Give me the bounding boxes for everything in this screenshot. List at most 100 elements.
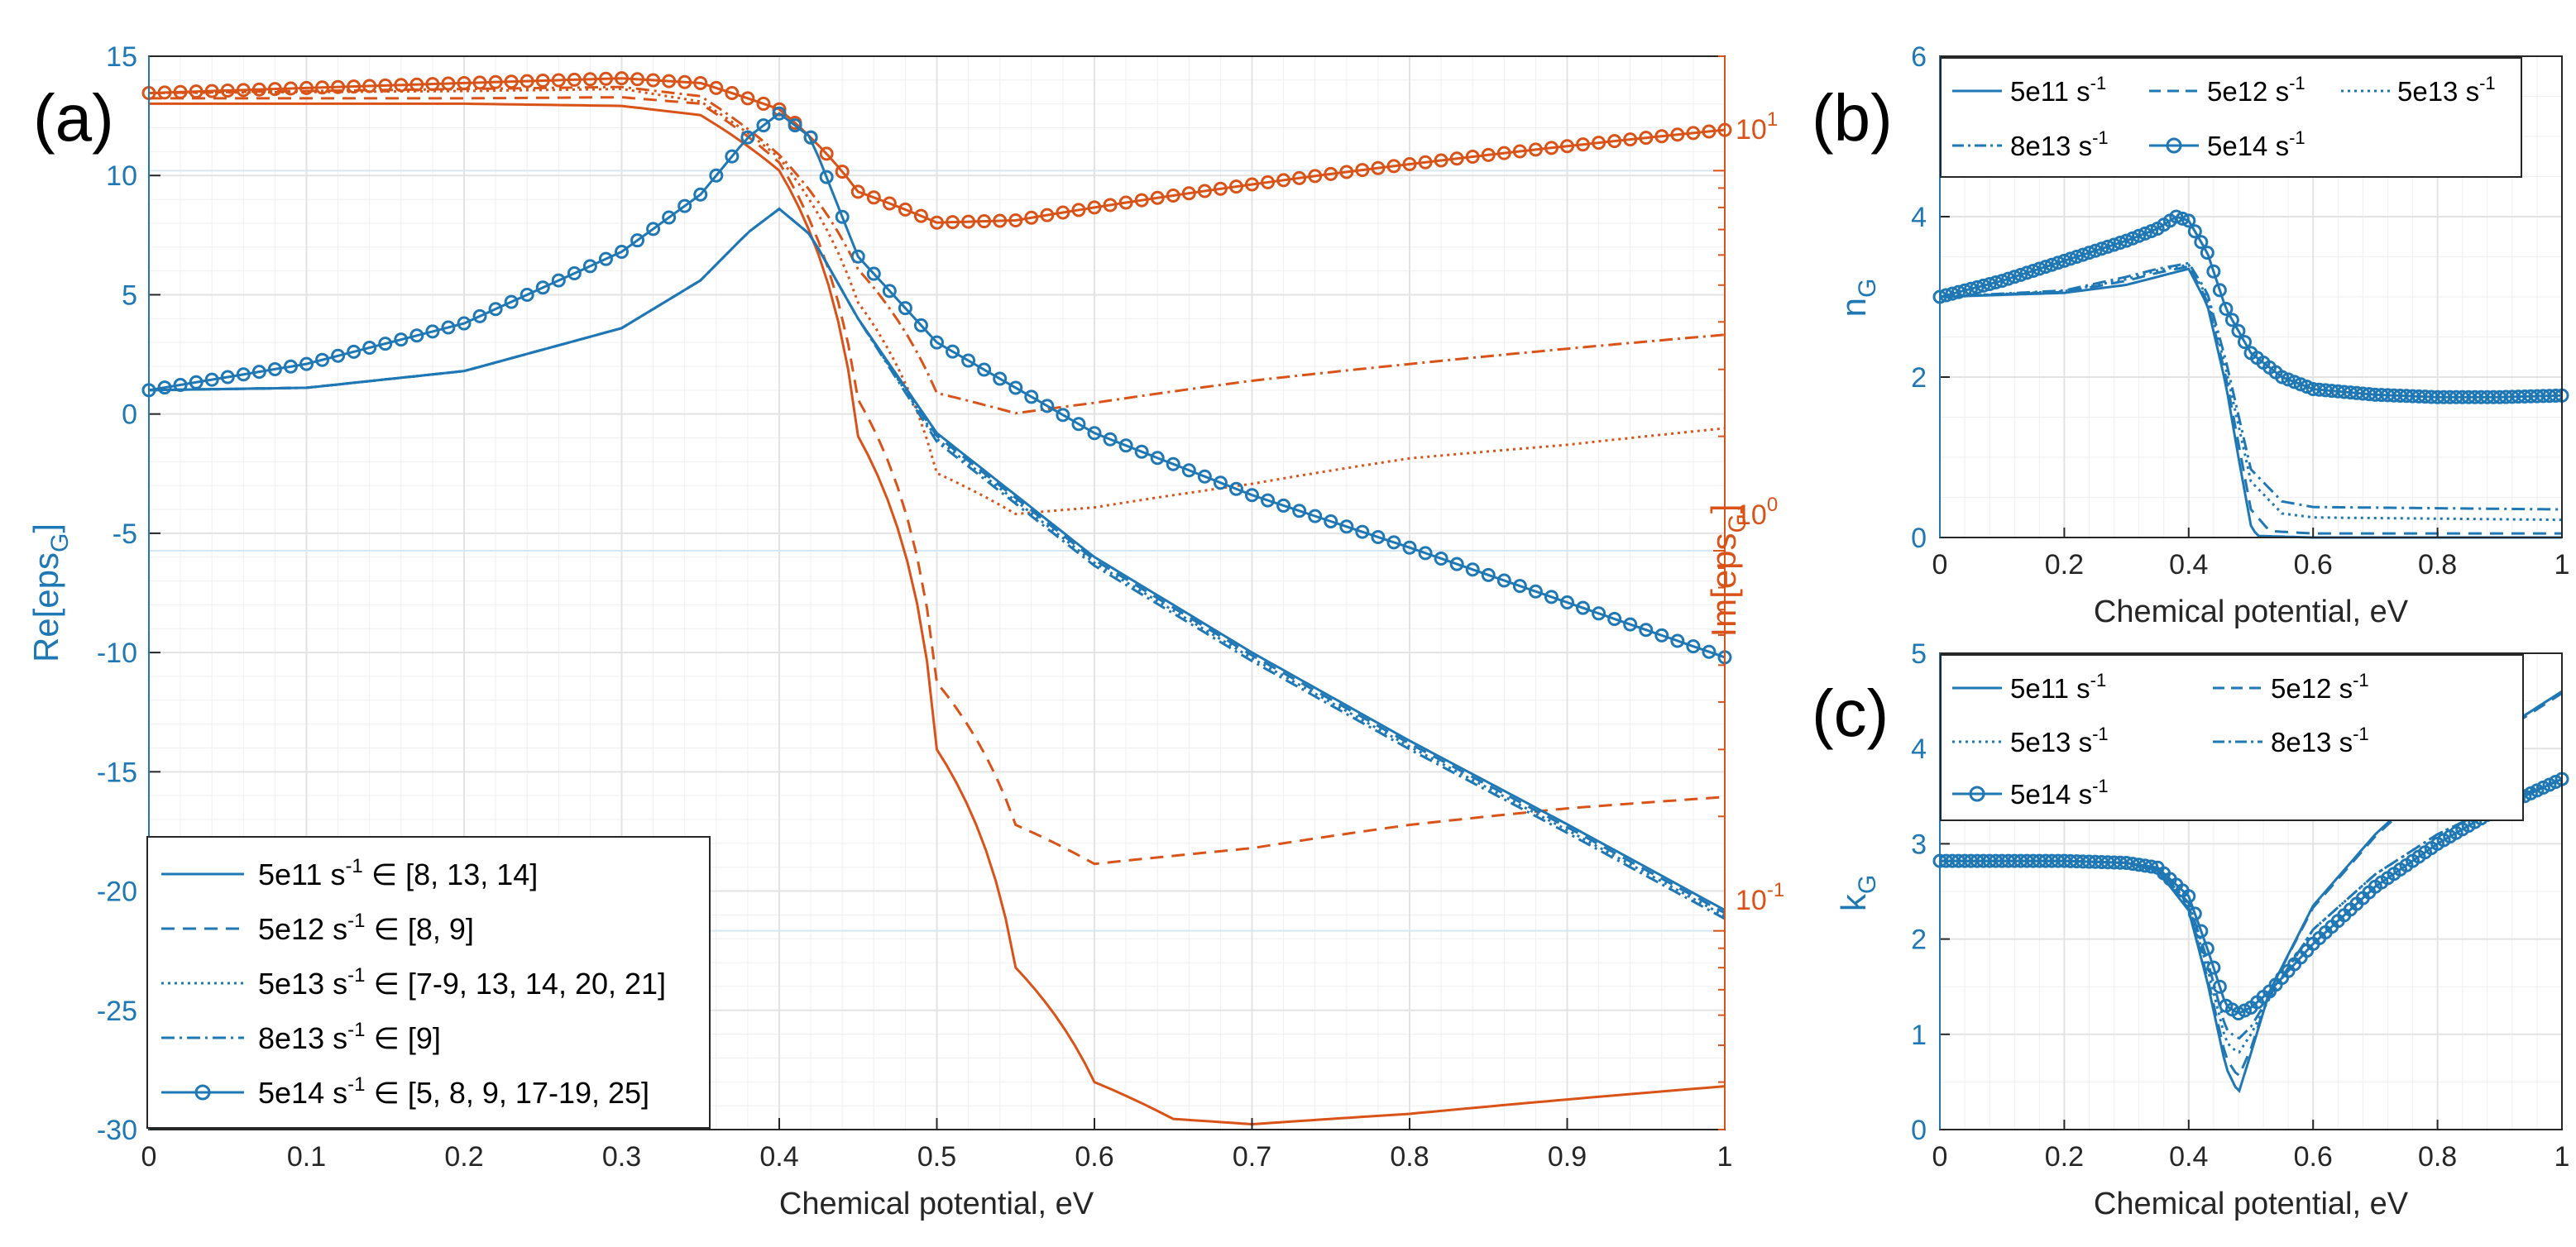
a-re-marker: [1576, 600, 1591, 615]
a-im-marker: [1481, 147, 1496, 162]
a-lines: [141, 71, 1732, 1126]
b-marker: [2026, 263, 2041, 278]
a-im-marker: [472, 75, 487, 90]
c-x-tick-label: 0: [1932, 1141, 1948, 1173]
b-series-5e12: [1939, 265, 2562, 535]
c-x-tick-label: 0.8: [2418, 1141, 2457, 1173]
a-im-marker: [488, 74, 503, 89]
a-im-marker: [1150, 190, 1165, 205]
panel-a: 0 0.1 0.2 0.3 0.4 0.5 0.6 0.7 0.8 0.9 1 15 10 5 0 -5 -10…: [26, 41, 1784, 1221]
a-re-marker: [1166, 456, 1180, 471]
b-x-tick-label: 0: [1932, 549, 1948, 580]
a-im-marker: [220, 83, 235, 98]
b-x-axis-label: Chemical potential, eV: [2094, 595, 2409, 629]
a-im-marker: [598, 71, 613, 86]
a-left-tick-label: 0: [122, 399, 137, 431]
a-im-marker: [1324, 166, 1338, 181]
a-right-tick-10e-1: 10-1: [1736, 879, 1784, 916]
a-x-axis-label: Chemical potential, eV: [779, 1187, 1094, 1221]
a-re-marker: [913, 318, 928, 332]
a-re-marker: [1261, 493, 1276, 508]
a-re-marker: [725, 149, 740, 164]
c-y-axis-label: kG: [1834, 875, 1881, 911]
b-lines: [1932, 209, 2569, 539]
a-re-series-dotted: [148, 207, 1726, 917]
a-left-tick-label: 15: [106, 41, 137, 73]
b-marker: [2007, 270, 2022, 284]
a-re-marker: [220, 370, 235, 385]
a-re-marker: [582, 259, 597, 274]
c-series-5e13: [1940, 777, 2563, 1054]
a-re-marker: [1103, 432, 1118, 447]
b-marker: [1994, 274, 2009, 289]
a-im-marker: [331, 79, 346, 94]
b-y-tick-label: 0: [1911, 523, 1927, 554]
a-x-tick-label: 0: [141, 1141, 157, 1173]
c-legend-entry: 5e11 s-1: [1952, 670, 2106, 704]
a-im-marker: [1245, 177, 1259, 192]
a-re-marker: [819, 170, 834, 184]
a-left-axis-label: Re[epsG]: [26, 523, 74, 662]
a-re-marker: [1056, 408, 1070, 423]
b-marker: [2038, 260, 2053, 275]
c-y-tick-label: 2: [1911, 924, 1927, 956]
b-marker: [2194, 235, 2209, 250]
b-marker: [1957, 283, 1972, 298]
a-im-marker: [1213, 181, 1228, 196]
a-re-marker: [1686, 639, 1701, 654]
a-im-marker: [1607, 134, 1622, 149]
svg-text:5e12 s-1: 5e12 s-1: [2271, 670, 2369, 704]
a-legend-entry: 5e11 s-1 ∈ [8, 13, 14]: [161, 855, 538, 891]
a-right-axis-label: Im[epsG]: [1704, 504, 1751, 637]
a-im-marker: [756, 96, 771, 111]
a-im-marker: [315, 80, 330, 95]
a-im-marker: [1103, 198, 1118, 213]
a-im-marker: [615, 71, 629, 86]
a-left-tick-label: -5: [113, 518, 137, 550]
a-im-marker: [535, 74, 550, 88]
b-series-8e13: [1939, 261, 2562, 511]
b-y-axis-label: nG: [1834, 279, 1881, 318]
svg-text:5e12 s-1: 5e12 s-1: [2207, 73, 2305, 107]
a-im-marker: [1544, 141, 1559, 155]
a-im-marker: [1197, 184, 1212, 198]
a-im-marker: [1261, 174, 1276, 189]
a-re-marker: [882, 284, 897, 299]
a-re-marker: [173, 377, 188, 392]
a-re-marker: [1213, 475, 1228, 490]
a-re-marker: [347, 344, 362, 359]
a-right-tick-10e0: 100: [1736, 494, 1778, 531]
a-im-marker: [1371, 160, 1386, 175]
a-re-marker: [520, 287, 534, 302]
a-re-marker: [662, 210, 677, 225]
a-re-marker: [551, 273, 566, 288]
a-re-marker: [283, 359, 298, 374]
a-im-marker: [1654, 129, 1669, 144]
c-marker: [2206, 960, 2221, 975]
a-re-marker: [678, 198, 692, 213]
a-im-marker: [693, 75, 708, 90]
a-re-marker: [1654, 628, 1669, 643]
a-re-marker: [1402, 540, 1417, 555]
a-left-tick-label: 10: [106, 160, 137, 192]
b-legend-entry: 5e14 s-1: [2149, 127, 2305, 161]
a-re-marker: [740, 130, 755, 145]
a-right-tick-10e1: 101: [1736, 108, 1778, 146]
b-marker: [1982, 276, 1997, 291]
b-marker: [2237, 335, 2252, 350]
svg-text:5e13 s-1: 5e13 s-1: [2010, 724, 2109, 757]
svg-text:5e14 s-1 ∈ [5, 8, 9, 17-19, 25: 5e14 s-1 ∈ [5, 8, 9, 17-19, 25]: [258, 1073, 649, 1110]
b-marker: [2056, 253, 2071, 268]
a-re-marker: [1607, 611, 1622, 626]
a-re-marker: [1181, 463, 1196, 478]
a-re-marker: [946, 344, 960, 359]
svg-text:5e13 s-1 ∈ [7-9, 13, 14, 20, 2: 5e13 s-1 ∈ [7-9, 13, 14, 20, 21]: [258, 964, 666, 1001]
c-y-tick-label: 4: [1911, 733, 1927, 765]
svg-text:5e14 s-1: 5e14 s-1: [2207, 127, 2305, 161]
b-ticks: 0 0.2 0.4 0.6 0.8 1 6 4 2 0: [1911, 41, 2569, 580]
a-im-marker: [189, 84, 203, 99]
b-marker: [2100, 239, 2115, 254]
a-re-marker: [362, 340, 377, 355]
c-legend: 5e11 s-1 5e12 s-1 5e13 s-1 8e13 s-1 5e14…: [1940, 654, 2524, 821]
a-im-marker: [913, 208, 928, 223]
